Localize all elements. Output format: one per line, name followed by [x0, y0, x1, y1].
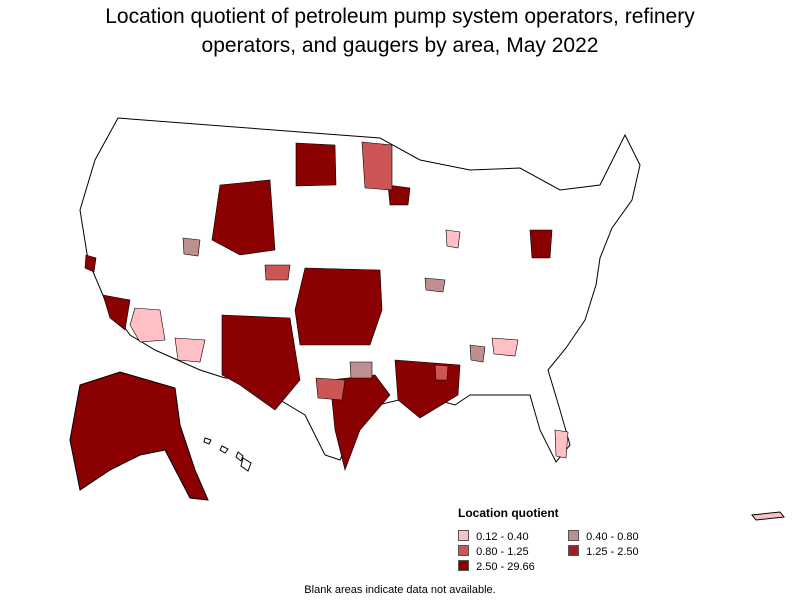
legend-swatch: [458, 545, 469, 556]
map-title: Location quotient of petroleum pump syst…: [0, 2, 800, 60]
legend-swatch: [568, 530, 579, 541]
legend-item-0-80-1-25: 0.80 - 1.25: [458, 545, 529, 559]
areas-0-40-0-80: [182, 237, 486, 379]
legend-swatch: [458, 560, 469, 571]
areas-0-12-0-40: [129, 229, 569, 459]
legend: Location quotient 0.12 - 0.40 0.40 - 0.8…: [458, 506, 708, 576]
legend-swatch: [458, 530, 469, 541]
map-title-line-2: operators, and gaugers by area, May 2022: [201, 34, 599, 57]
legend-title: Location quotient: [458, 506, 559, 520]
alaska-outline: [69, 371, 209, 501]
legend-item-0-40-0-80: 0.40 - 0.80: [568, 530, 639, 544]
legend-label: 0.80 - 1.25: [476, 546, 529, 558]
legend-item-0-12-0-40: 0.12 - 0.40: [458, 530, 529, 544]
legend-label: 2.50 - 29.66: [476, 561, 535, 573]
legend-label: 0.12 - 0.40: [476, 531, 529, 543]
hawaii-islands: [203, 437, 252, 472]
legend-item-1-25-2-50: 1.25 - 2.50: [568, 545, 639, 559]
map-title-line-1: Location quotient of petroleum pump syst…: [105, 5, 695, 28]
puerto-rico-outline: [751, 511, 785, 521]
legend-swatch: [568, 545, 579, 556]
legend-item-2-50-29-66: 2.50 - 29.66: [458, 560, 535, 574]
legend-label: 0.40 - 0.80: [586, 531, 639, 543]
areas-2-50-29-66: [84, 142, 553, 472]
legend-label: 1.25 - 2.50: [586, 546, 639, 558]
areas-0-80-1-25: [264, 141, 449, 401]
footnote: Blank areas indicate data not available.: [304, 584, 496, 596]
